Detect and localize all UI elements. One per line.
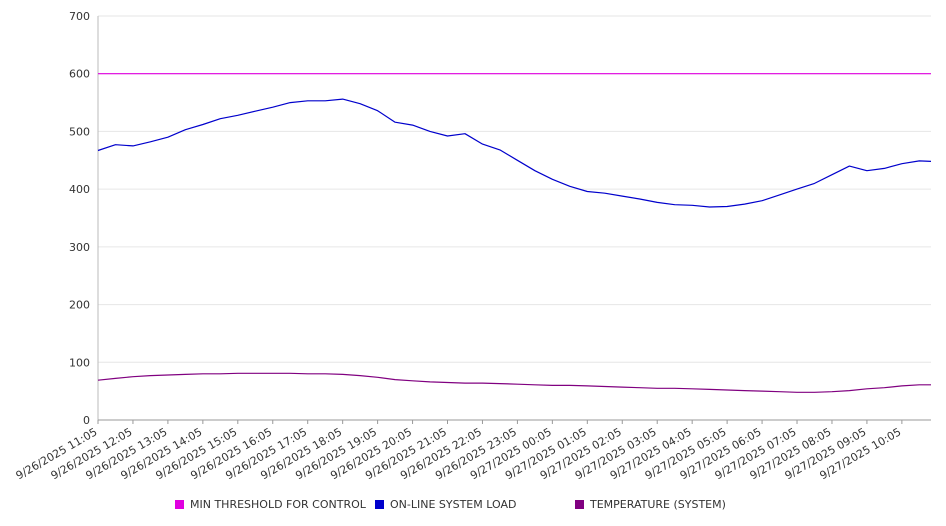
series-line-1 xyxy=(97,98,932,208)
x-axis-ticks: 9/26/2025 11:059/26/2025 12:059/26/2025 … xyxy=(14,420,903,482)
y-tick-label: 100 xyxy=(69,356,90,369)
y-tick-label: 700 xyxy=(69,10,90,23)
y-tick-label: 600 xyxy=(69,68,90,81)
series-lines xyxy=(97,73,932,393)
y-tick-label: 500 xyxy=(69,125,90,138)
legend-label-temperature: TEMPERATURE (SYSTEM) xyxy=(590,498,726,511)
y-axis-ticks: 0 100 200 300 400 500 600 700 xyxy=(69,10,90,427)
legend-swatch-temperature xyxy=(575,500,584,509)
y-tick-label: 300 xyxy=(69,241,90,254)
legend: MIN THRESHOLD FOR CONTROL ON-LINE SYSTEM… xyxy=(0,498,946,514)
legend-item-min-threshold[interactable]: MIN THRESHOLD FOR CONTROL xyxy=(175,498,366,511)
y-tick-label: 0 xyxy=(83,414,90,427)
y-tick-label: 400 xyxy=(69,183,90,196)
legend-swatch-min-threshold xyxy=(175,500,184,509)
legend-item-system-load[interactable]: ON-LINE SYSTEM LOAD xyxy=(375,498,516,511)
legend-label-system-load: ON-LINE SYSTEM LOAD xyxy=(390,498,517,511)
y-tick-label: 200 xyxy=(69,299,90,312)
legend-swatch-system-load xyxy=(375,500,384,509)
series-line-2 xyxy=(97,372,931,393)
axes xyxy=(97,16,931,421)
legend-label-min-threshold: MIN THRESHOLD FOR CONTROL xyxy=(190,498,366,511)
legend-item-temperature[interactable]: TEMPERATURE (SYSTEM) xyxy=(575,498,726,511)
gridlines xyxy=(98,15,931,421)
